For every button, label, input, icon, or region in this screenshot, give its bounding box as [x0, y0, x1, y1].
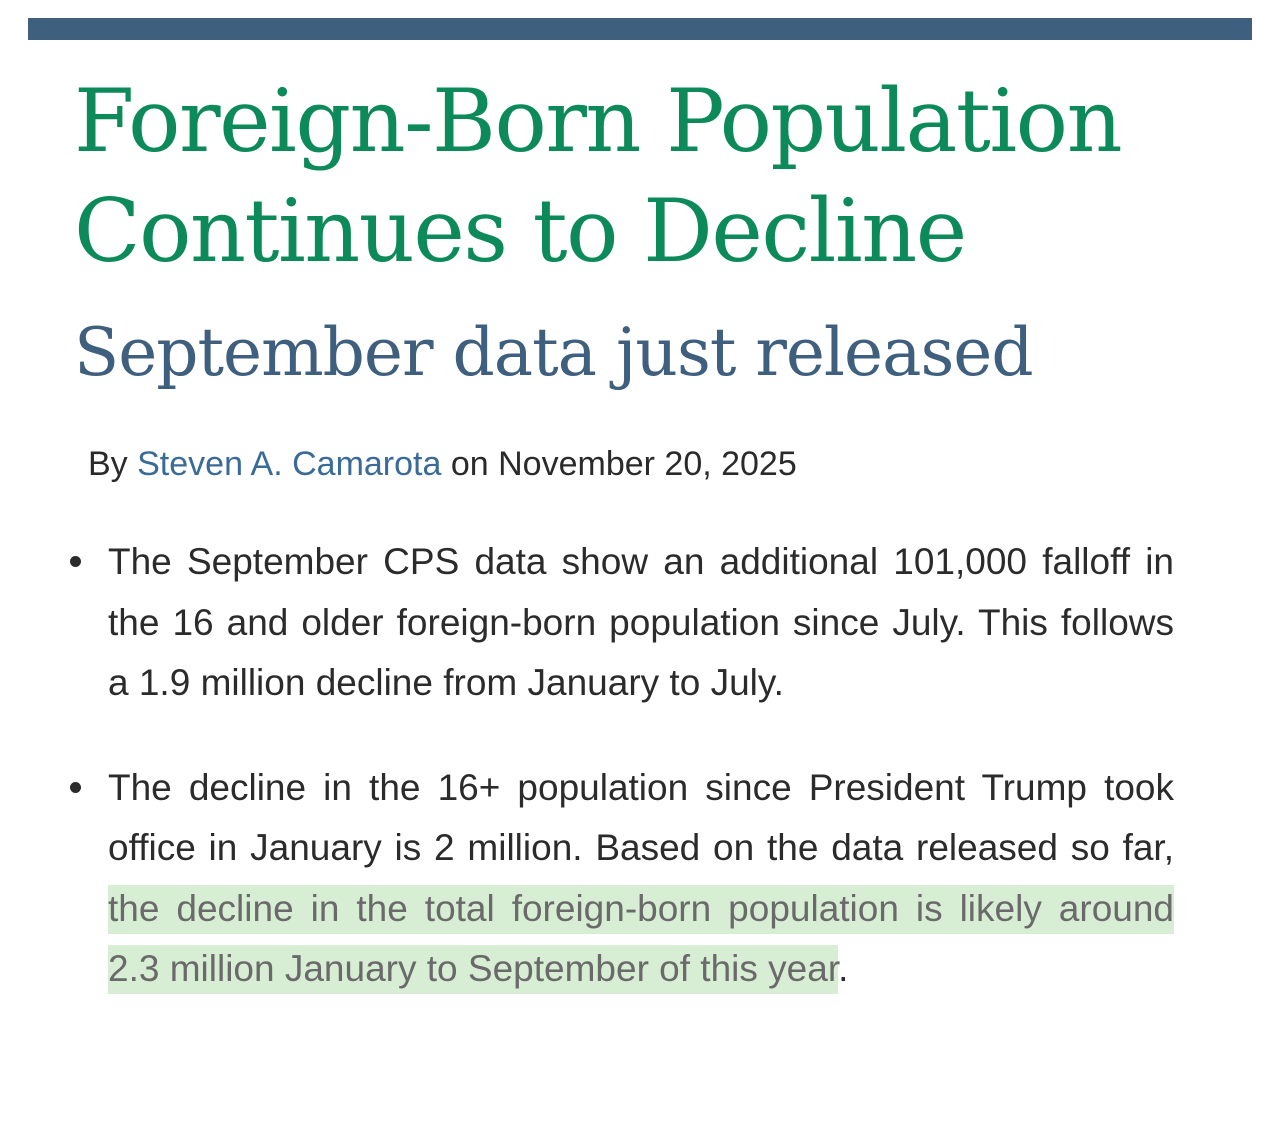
bullet-text: The September CPS data show an additiona…: [108, 541, 1174, 703]
byline: By Steven A. Camarota on November 20, 20…: [88, 440, 797, 488]
bullet-text: The decline in the 16+ population since …: [108, 766, 1174, 869]
bullet-item-1: The September CPS data show an additiona…: [60, 532, 1174, 714]
bullet-list: The September CPS data show an additiona…: [60, 532, 1174, 1000]
bullet-item-2: The decline in the 16+ population since …: [60, 758, 1174, 1000]
byline-date-prefix: on: [441, 445, 499, 483]
author-link[interactable]: Steven A. Camarota: [137, 445, 442, 483]
publish-date: November 20, 2025: [498, 445, 797, 483]
bullet-text-end: .: [838, 948, 849, 989]
top-accent-bar: [28, 18, 1252, 40]
article-subtitle: September data just released: [74, 314, 1034, 391]
bullet-dot-icon: [70, 556, 81, 567]
bullet-dot-icon: [70, 781, 81, 793]
highlighted-text[interactable]: the decline in the total foreign-born po…: [108, 884, 1174, 994]
byline-prefix: By: [88, 445, 138, 483]
article-title: Foreign-Born Population Continues to Dec…: [74, 70, 1123, 282]
